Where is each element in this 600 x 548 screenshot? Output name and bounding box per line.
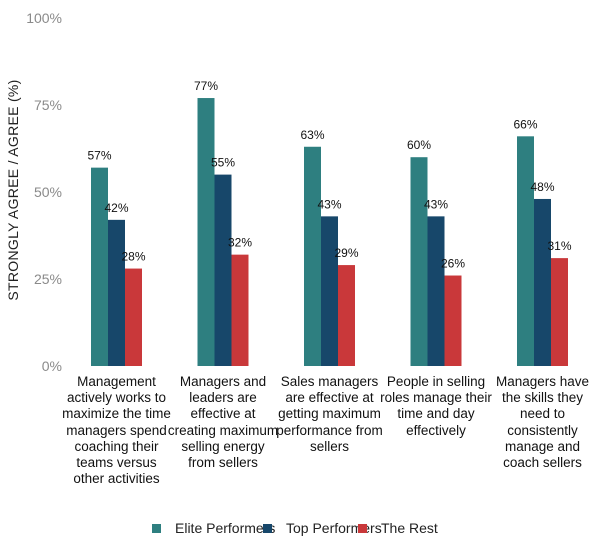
bar xyxy=(410,157,428,366)
data-label: 26% xyxy=(441,257,465,271)
bar xyxy=(551,258,568,366)
legend-swatch xyxy=(358,523,367,533)
legend: Elite Performers Top Performers The Rest xyxy=(0,518,600,538)
legend-label: Elite Performers xyxy=(175,520,276,536)
data-label: 28% xyxy=(121,250,145,264)
x-category-label: Managers have the skills they need to co… xyxy=(495,374,590,471)
legend-label: The Rest xyxy=(381,520,438,536)
y-axis-ticks: 0% 25% 50% 75% 100% xyxy=(26,10,62,374)
bar xyxy=(125,268,142,366)
legend-swatch xyxy=(152,523,161,533)
bar xyxy=(108,219,125,366)
data-label: 42% xyxy=(104,201,128,215)
legend-item: Top Performers xyxy=(263,518,382,538)
data-label: 43% xyxy=(317,197,341,211)
data-label: 63% xyxy=(300,128,324,142)
bar xyxy=(214,174,232,366)
data-label: 48% xyxy=(530,180,554,194)
bar xyxy=(444,275,462,366)
data-label: 66% xyxy=(513,117,537,131)
y-tick-label: 100% xyxy=(26,10,62,26)
data-label: 57% xyxy=(87,149,111,163)
bar xyxy=(534,198,551,366)
y-tick-label: 25% xyxy=(34,271,62,287)
y-axis-label: STRONGLY AGREE / AGREE (%) xyxy=(5,79,21,300)
legend-label: Top Performers xyxy=(286,520,382,536)
bar xyxy=(338,265,355,366)
legend-item: The Rest xyxy=(358,518,438,538)
data-label: 31% xyxy=(547,239,571,253)
data-label: 43% xyxy=(424,197,448,211)
bar xyxy=(427,216,445,366)
y-tick-label: 50% xyxy=(34,184,62,200)
data-label: 29% xyxy=(334,246,358,260)
y-tick-label: 75% xyxy=(34,97,62,113)
x-category-label: Sales managers are effective at getting … xyxy=(276,374,383,454)
data-label: 60% xyxy=(407,138,431,152)
x-category-label: People in selling roles manage their tim… xyxy=(380,374,492,438)
legend-swatch xyxy=(263,523,272,533)
legend-item: Elite Performers xyxy=(152,518,275,538)
data-label: 77% xyxy=(194,79,218,93)
bar xyxy=(91,167,108,366)
data-label: 32% xyxy=(228,236,252,250)
data-labels: 57% 42% 28% 77% 55% 32% 63% 43% 29% 60% 43% 26% 66% 4… xyxy=(87,79,571,270)
bar xyxy=(197,98,215,366)
x-category-label: Managers and leaders are effective at cr… xyxy=(167,374,279,471)
bar xyxy=(231,254,249,366)
x-category-label: Management actively works to maximize th… xyxy=(62,374,171,487)
data-label: 55% xyxy=(211,156,235,170)
bars xyxy=(91,98,568,366)
bar xyxy=(321,216,338,366)
y-tick-label: 0% xyxy=(42,358,62,374)
bar xyxy=(517,136,534,366)
bar xyxy=(304,146,321,366)
